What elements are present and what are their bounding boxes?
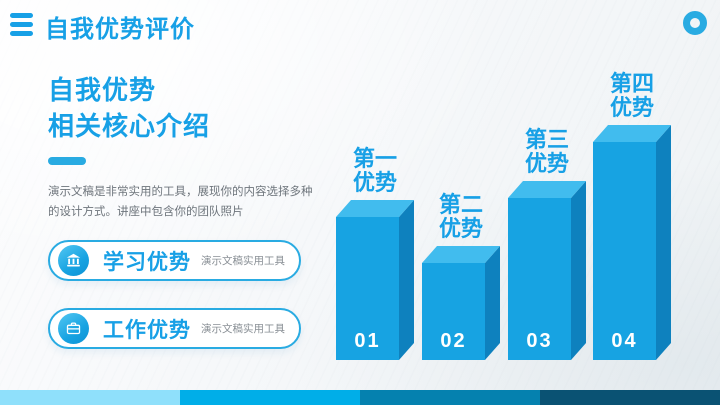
header: 自我优势评价 (0, 0, 720, 50)
advantage-pill-work[interactable]: 工作优势 演示文稿实用工具 (48, 308, 301, 349)
bar-label: 第四优势 (610, 71, 654, 120)
bar-number: 03 (526, 330, 552, 352)
heading-underline-dash (48, 157, 86, 165)
bar-number: 01 (354, 330, 380, 352)
pill-title: 工作优势 (103, 318, 191, 342)
intro-section: 自我优势 相关核心介绍 演示文稿是非常实用的工具，展现你的内容选择多种的设计方式… (48, 72, 320, 349)
section-heading: 自我优势 相关核心介绍 (48, 72, 320, 144)
chart-bar-01: 01 第一优势 (336, 146, 414, 360)
chart-bar-03: 03 第三优势 (508, 127, 586, 360)
page-title: 自我优势评价 (45, 16, 195, 43)
footer-stripe-segment (540, 390, 720, 405)
chart-bar-04: 04 第四优势 (593, 71, 671, 360)
section-heading-line1: 自我优势 (48, 75, 157, 105)
hamburger-menu-icon[interactable] (10, 13, 33, 36)
chart-bar-02: 02 第二优势 (422, 192, 500, 360)
intro-paragraph: 演示文稿是非常实用的工具，展现你的内容选择多种的设计方式。讲座中包含你的团队照片 (48, 186, 313, 218)
pill-subtitle: 演示文稿实用工具 (201, 323, 285, 335)
pill-title: 学习优势 (103, 250, 191, 274)
section-heading-line2: 相关核心介绍 (48, 111, 211, 141)
advantage-pill-study[interactable]: 学习优势 演示文稿实用工具 (48, 240, 301, 281)
pill-subtitle: 演示文稿实用工具 (201, 255, 285, 267)
footer-stripe-segment (180, 390, 360, 405)
ring-icon (683, 11, 707, 35)
footer-stripe (0, 390, 720, 405)
bar-label: 第二优势 (439, 192, 483, 241)
footer-stripe-segment (0, 390, 180, 405)
bar-label: 第一优势 (353, 146, 397, 195)
bar-number: 02 (440, 330, 466, 352)
bar-number: 04 (611, 330, 637, 352)
footer-stripe-segment (360, 390, 540, 405)
briefcase-icon (58, 313, 89, 344)
bank-icon (58, 245, 89, 276)
bar-label: 第三优势 (525, 127, 569, 176)
